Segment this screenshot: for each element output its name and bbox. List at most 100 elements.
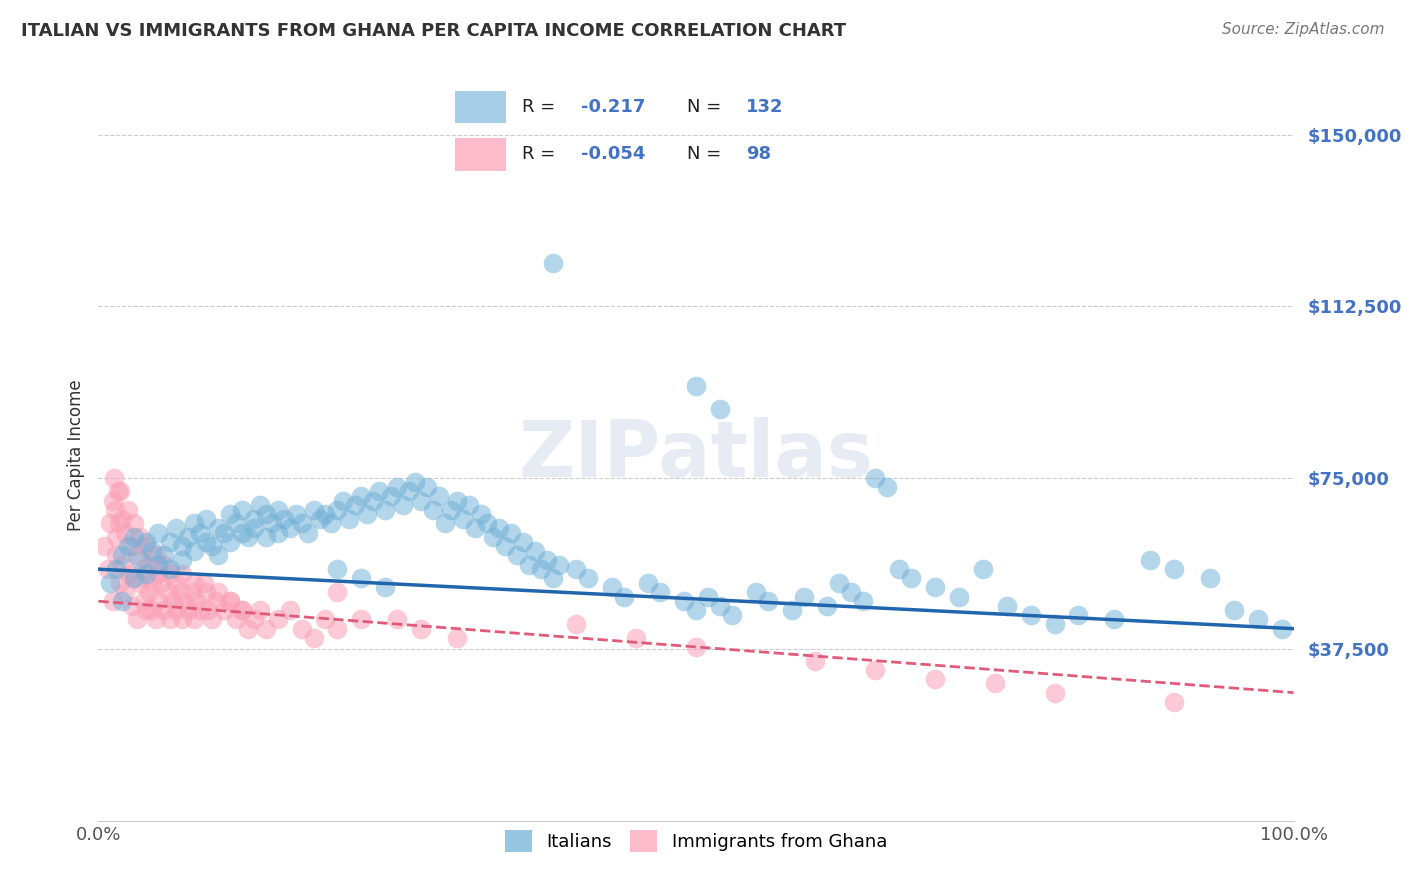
Point (475, 516, 498, 531)
Point (219, 508, 242, 522)
Point (637, 576, 659, 591)
Point (1223, 603, 1246, 617)
Point (332, 493, 354, 508)
Point (212, 603, 235, 617)
Point (169, 585, 191, 599)
Point (148, 566, 170, 581)
Point (183, 544, 205, 558)
Text: ZIPatlas: ZIPatlas (519, 417, 873, 493)
Point (380, 489, 402, 503)
Point (530, 562, 553, 576)
Point (291, 516, 314, 531)
Text: -0.217: -0.217 (581, 98, 645, 116)
Point (107, 516, 129, 531)
Point (125, 549, 148, 563)
Point (434, 516, 457, 531)
Point (512, 534, 534, 549)
Point (114, 525, 136, 540)
Point (141, 576, 163, 591)
Point (153, 603, 176, 617)
Point (149, 576, 172, 591)
Point (108, 484, 131, 499)
Point (159, 566, 181, 581)
Point (193, 576, 215, 591)
Point (302, 502, 325, 516)
Point (385, 612, 409, 626)
Point (135, 534, 157, 549)
Point (613, 590, 636, 604)
Point (124, 571, 146, 585)
Text: -0.054: -0.054 (581, 145, 645, 163)
Point (111, 558, 134, 572)
Point (481, 530, 505, 544)
Point (172, 612, 194, 626)
Point (249, 603, 271, 617)
Point (254, 622, 277, 636)
Point (267, 525, 290, 540)
Point (398, 484, 420, 499)
Point (260, 516, 283, 531)
Point (565, 617, 588, 632)
Point (350, 571, 373, 585)
Point (204, 594, 226, 608)
Point (889, 562, 911, 576)
Point (183, 612, 205, 626)
Point (183, 516, 205, 531)
Point (162, 594, 184, 608)
Point (278, 521, 301, 535)
Point (344, 498, 367, 512)
Point (547, 558, 569, 572)
Point (125, 612, 148, 626)
Point (225, 516, 247, 531)
Point (541, 571, 564, 585)
Point (243, 612, 266, 626)
Point (523, 544, 546, 558)
Point (212, 525, 235, 540)
Point (924, 581, 946, 595)
Text: N =: N = (688, 98, 727, 116)
Bar (454, 137, 506, 170)
Point (278, 603, 301, 617)
Point (1271, 622, 1294, 636)
Point (231, 603, 253, 617)
Point (195, 585, 218, 599)
Point (284, 508, 307, 522)
Point (1019, 607, 1042, 622)
Point (494, 539, 516, 553)
Point (536, 553, 558, 567)
Point (374, 581, 396, 595)
Point (183, 576, 205, 591)
Point (236, 622, 259, 636)
Point (297, 525, 319, 540)
Point (101, 594, 124, 608)
Point (499, 525, 522, 540)
Point (828, 576, 851, 591)
Point (129, 530, 152, 544)
Point (339, 512, 361, 526)
Point (177, 530, 200, 544)
Point (411, 622, 433, 636)
Point (1043, 685, 1066, 699)
Point (841, 585, 863, 599)
Point (1067, 607, 1090, 622)
Point (129, 576, 152, 591)
Point (673, 594, 696, 608)
Point (385, 480, 409, 494)
Text: R =: R = (522, 145, 561, 163)
Point (145, 549, 167, 563)
Point (948, 590, 970, 604)
Point (1104, 612, 1126, 626)
Point (219, 594, 242, 608)
Point (984, 676, 1007, 690)
Point (180, 585, 202, 599)
Point (506, 549, 529, 563)
Point (173, 594, 195, 608)
Point (972, 562, 994, 576)
Point (411, 493, 433, 508)
Point (780, 603, 803, 617)
Point (350, 489, 373, 503)
Point (138, 585, 160, 599)
Point (440, 502, 463, 516)
Point (141, 544, 163, 558)
Y-axis label: Per Capita Income: Per Capita Income (66, 379, 84, 531)
